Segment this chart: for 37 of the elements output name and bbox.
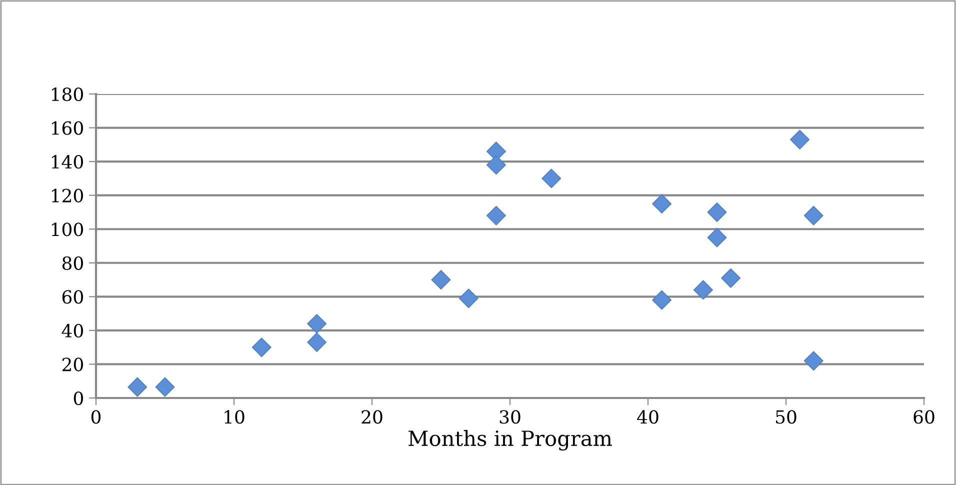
x-tick-label: 0 [91,410,101,424]
point [693,280,713,300]
y-tick-label: 60 [62,290,83,304]
point [804,351,824,371]
point [542,168,562,188]
x-axis-title: Months in Program [408,430,612,451]
point [804,206,824,226]
y-tick-label: 160 [52,121,83,135]
point [431,270,451,290]
point [155,377,175,397]
point [707,202,727,222]
point [458,288,478,308]
x-tick-label: 20 [362,410,382,424]
y-tick-label: 0 [74,391,83,406]
point [486,155,506,175]
x-tick-label: 40 [637,410,658,424]
y-tick-label: 100 [52,222,83,236]
x-tick-label: 30 [500,410,520,424]
point [486,206,506,226]
y-tick-label: 40 [62,324,83,338]
point [721,268,741,288]
y-tick-label: 180 [52,87,83,102]
point [652,194,672,214]
point [128,377,148,397]
y-tick-label: 120 [52,188,83,202]
point [707,228,727,248]
point [307,314,327,334]
y-tick-label: 140 [52,155,83,169]
y-tick-label: 20 [62,358,83,372]
x-tick-label: 50 [776,410,796,424]
point [790,130,810,150]
x-tick-label: 10 [224,410,244,424]
point [652,290,672,310]
x-tick-label: 60 [914,410,934,424]
y-tick-label: 80 [62,256,83,270]
point [252,338,272,358]
point [307,332,327,352]
